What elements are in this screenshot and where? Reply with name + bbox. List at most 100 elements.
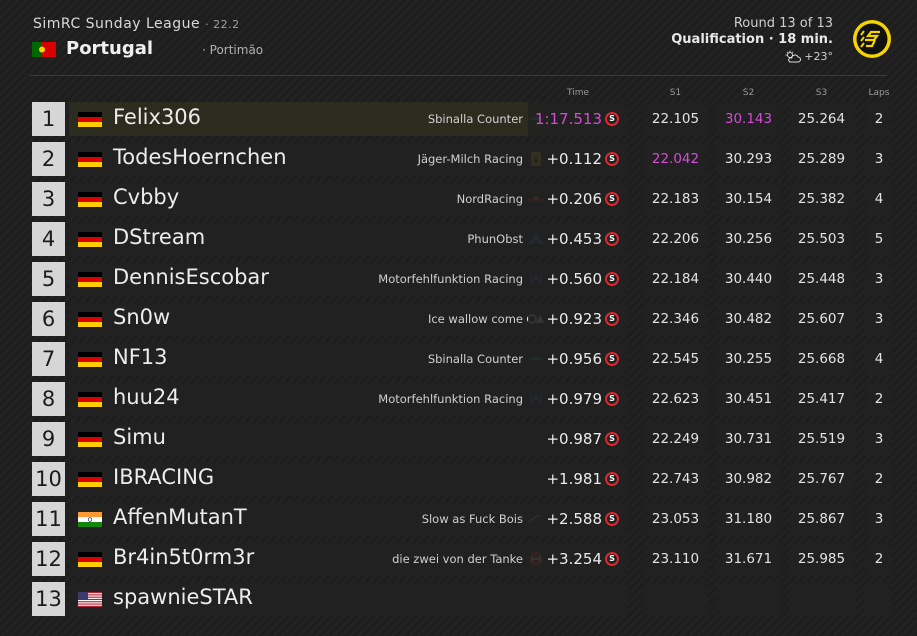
sector-3-time: 25.264	[789, 102, 854, 136]
laps-count: 3	[866, 262, 892, 296]
flag-in-icon	[78, 512, 102, 527]
position: 4	[32, 222, 65, 256]
table-row: 6 Sn0w Ice wallow come +0.923 S 22.346 30.482 2…	[32, 302, 892, 336]
driver-cell: Simu	[69, 422, 549, 456]
time-cell	[528, 582, 628, 616]
flag-de-icon	[78, 112, 102, 127]
table-row: 3 Cvbby NordRacing +0.206 S 22.183 30.154 25.38…	[32, 182, 892, 216]
sector-2-time: 30.440	[716, 262, 781, 296]
sector-3-time: 25.767	[789, 462, 854, 496]
driver-name: Felix306	[113, 105, 202, 129]
col-laps: Laps	[868, 88, 890, 98]
table-row: 1 Felix306 Sbinalla Counter 1:17.513 S 22.105…	[32, 102, 892, 136]
sector-3-time	[789, 582, 854, 616]
col-time: Time	[566, 88, 590, 98]
sector-3-time: 25.519	[789, 422, 854, 456]
flag-de-icon	[78, 432, 102, 447]
sector-2-time: 30.731	[716, 422, 781, 456]
session-label: Qualification · 18 min.	[671, 32, 833, 47]
table-row: 12 Br4in5t0rm3r die zwei von der Tanke +3.2…	[32, 542, 892, 576]
temperature: +23°	[804, 50, 833, 63]
col-s2: S2	[742, 88, 755, 98]
lap-time: 1:17.513	[534, 110, 602, 128]
soft-tyre-icon: S	[605, 352, 619, 366]
driver-cell: Br4in5t0rm3r die zwei von der Tanke	[69, 542, 549, 576]
lap-time: +2.588	[546, 510, 602, 528]
table-row: 13 spawnieSTAR	[32, 582, 892, 616]
flag-de-icon	[78, 552, 102, 567]
driver-cell: TodesHoernchen Jäger-Milch Racing	[69, 142, 549, 176]
sector-1-time: 22.743	[643, 462, 708, 496]
track-city: · Portimão	[202, 43, 264, 57]
partly-cloudy-icon	[785, 50, 802, 63]
team-name: Sbinalla Counter	[427, 112, 523, 126]
sector-3-time: 25.867	[789, 502, 854, 536]
soft-tyre-icon: S	[605, 152, 619, 166]
sector-2-time: 30.482	[716, 302, 781, 336]
lap-time: +0.453	[546, 230, 602, 248]
flag-de-icon	[78, 472, 102, 487]
position: 10	[32, 462, 65, 496]
sector-3-time: 25.607	[789, 302, 854, 336]
laps-count	[866, 582, 892, 616]
position: 8	[32, 382, 65, 416]
sector-2-time: 30.982	[716, 462, 781, 496]
sector-3-time: 25.382	[789, 182, 854, 216]
header-divider	[30, 75, 887, 76]
sector-3-time: 25.985	[789, 542, 854, 576]
laps-count: 2	[866, 102, 892, 136]
position: 11	[32, 502, 65, 536]
sector-1-time: 22.183	[643, 182, 708, 216]
driver-name: spawnieSTAR	[113, 585, 253, 609]
soft-tyre-icon: S	[605, 232, 619, 246]
time-cell: 1:17.513 S	[528, 102, 628, 136]
table-row: 5 DennisEscobar Motorfehlfunktion Racing +0…	[32, 262, 892, 296]
sector-3-time: 25.503	[789, 222, 854, 256]
position: 9	[32, 422, 65, 456]
table-row: 4 DStream PhunObst +0.453 S 22.206 30.256 25.50…	[32, 222, 892, 256]
soft-tyre-icon: S	[605, 112, 619, 126]
sector-1-time: 22.105	[643, 102, 708, 136]
driver-name: Simu	[113, 425, 166, 449]
sector-3-time: 25.289	[789, 142, 854, 176]
team-name: NordRacing	[456, 192, 523, 206]
flag-de-icon	[78, 392, 102, 407]
laps-count: 4	[866, 182, 892, 216]
team-name: Ice wallow come	[427, 312, 523, 326]
soft-tyre-icon: S	[605, 432, 619, 446]
header: SimRC Sunday League · 22.2 Portugal · Po…	[0, 0, 917, 78]
position: 7	[32, 342, 65, 376]
team-name: die zwei von der Tanke	[392, 552, 523, 566]
laps-count: 2	[866, 542, 892, 576]
driver-cell: DennisEscobar Motorfehlfunktion Racing	[69, 262, 549, 296]
laps-count: 2	[866, 462, 892, 496]
sector-3-time: 25.448	[789, 262, 854, 296]
sector-2-time	[716, 582, 781, 616]
sector-3-time: 25.668	[789, 342, 854, 376]
laps-count: 3	[866, 302, 892, 336]
laps-count: 3	[866, 502, 892, 536]
driver-name: AffenMutanT	[113, 505, 247, 529]
soft-tyre-icon: S	[605, 472, 619, 486]
sector-2-time: 31.671	[716, 542, 781, 576]
lap-time: +0.923	[546, 310, 602, 328]
table-row: 9 Simu +0.987 S 22.249 30.731 25.519 3	[32, 422, 892, 456]
sector-2-time: 30.451	[716, 382, 781, 416]
sector-2-time: 30.143	[716, 102, 781, 136]
driver-cell: AffenMutanT Slow as Fuck Bois	[69, 502, 549, 536]
team-name: Motorfehlfunktion Racing	[378, 272, 523, 286]
col-s1: S1	[669, 88, 682, 98]
lap-time: +0.956	[546, 350, 602, 368]
soft-tyre-icon: S	[605, 512, 619, 526]
sector-2-time: 30.255	[716, 342, 781, 376]
lap-time: +3.254	[546, 550, 602, 568]
time-cell: +0.979 S	[528, 382, 628, 416]
driver-name: TodesHoernchen	[113, 145, 287, 169]
sector-1-time: 22.206	[643, 222, 708, 256]
league-version: · 22.2	[205, 18, 240, 31]
position: 6	[32, 302, 65, 336]
driver-cell: IBRACING	[69, 462, 549, 496]
sector-1-time: 22.623	[643, 382, 708, 416]
team-name: Motorfehlfunktion Racing	[378, 392, 523, 406]
sector-1-time: 22.042	[643, 142, 708, 176]
